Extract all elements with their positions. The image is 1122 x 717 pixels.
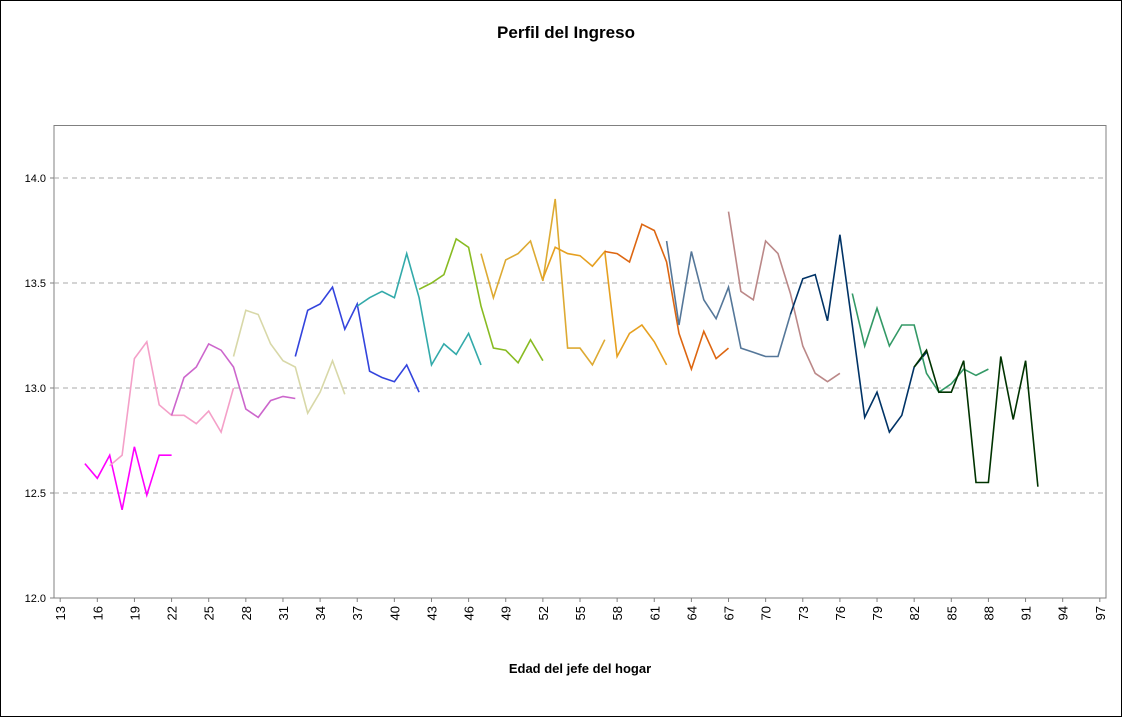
x-tick-label: 79 xyxy=(870,606,885,620)
x-tick-label: 34 xyxy=(313,606,328,620)
x-tick-label: 70 xyxy=(759,606,774,620)
y-tick-label: 13.5 xyxy=(25,278,46,290)
x-tick-label: 16 xyxy=(90,606,105,620)
x-tick-label: 40 xyxy=(387,606,402,620)
line-series xyxy=(789,234,928,434)
x-tick-label: 64 xyxy=(684,606,699,620)
x-tick-label: 28 xyxy=(239,606,254,620)
x-tick-label: 13 xyxy=(53,606,68,620)
x-tick-label: 76 xyxy=(833,606,848,620)
y-tick-label: 13.0 xyxy=(25,383,46,395)
x-tick-label: 22 xyxy=(165,606,180,620)
x-tick-label: 19 xyxy=(127,606,142,620)
line-series xyxy=(232,309,346,416)
x-tick-label: 55 xyxy=(573,606,588,620)
x-tick-label: 97 xyxy=(1093,606,1108,620)
line-series xyxy=(480,198,606,367)
x-tick-label: 52 xyxy=(536,606,551,620)
line-series xyxy=(418,237,544,365)
x-tick-label: 49 xyxy=(499,606,514,620)
line-series xyxy=(727,211,841,383)
x-tick-label: 88 xyxy=(981,606,996,620)
x-tick-label: 82 xyxy=(907,606,922,620)
x-tick-label: 85 xyxy=(944,606,959,620)
x-tick-label: 43 xyxy=(424,606,439,620)
line-series xyxy=(356,250,482,368)
x-tick-label: 73 xyxy=(796,606,811,620)
x-tick-label: 25 xyxy=(202,606,217,620)
line-series xyxy=(84,446,172,510)
x-axis-title: Edad del jefe del hogar xyxy=(509,661,651,676)
line-series xyxy=(913,348,1039,487)
line-series xyxy=(294,285,420,393)
x-tick-label: 94 xyxy=(1056,606,1071,620)
x-tick-label: 46 xyxy=(462,606,477,620)
x-tick-label: 61 xyxy=(647,606,662,620)
x-tick-label: 31 xyxy=(276,606,291,620)
y-tick-label: 14.0 xyxy=(25,173,46,185)
line-series xyxy=(604,223,730,372)
x-tick-label: 91 xyxy=(1019,606,1034,620)
chart-title: Perfil del Ingreso xyxy=(497,23,635,42)
x-tick-label: 67 xyxy=(722,606,737,620)
line-series xyxy=(665,240,792,358)
line-series xyxy=(851,293,989,394)
x-tick-label: 58 xyxy=(610,606,625,620)
x-tick-label: 37 xyxy=(350,606,365,620)
line-series xyxy=(170,342,296,419)
y-tick-label: 12.0 xyxy=(25,593,46,605)
y-tick-label: 12.5 xyxy=(25,488,46,500)
